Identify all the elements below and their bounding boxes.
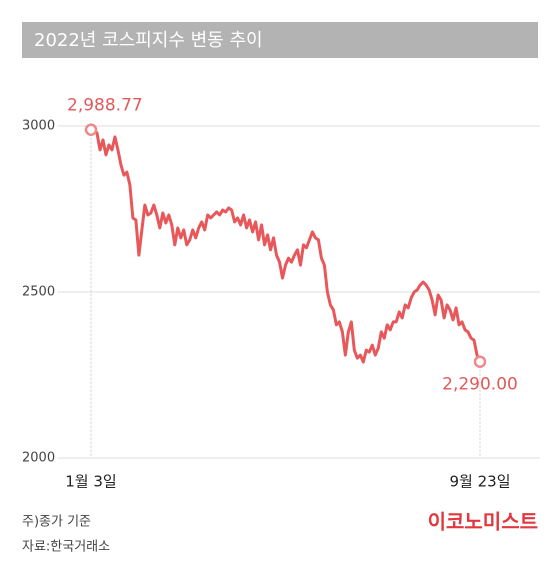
chart-title: 2022년 코스피지수 변동 추이: [34, 30, 263, 51]
y-tick-label: 3000: [22, 119, 55, 134]
title-bar: [22, 22, 538, 58]
footer-note: 주)종가 기준: [22, 515, 91, 530]
value-label: 2,290.00: [442, 375, 518, 395]
y-tick-label: 2500: [22, 285, 55, 300]
line: [90, 128, 482, 364]
footer-source: 자료:한국거래소: [22, 540, 110, 555]
x-tick-label: 9월 23일: [450, 473, 511, 491]
logo: 이코노미스트: [428, 510, 538, 534]
end-marker: [473, 355, 487, 368]
end-marker: [84, 123, 98, 136]
x-tick-label: 1월 3일: [65, 473, 116, 491]
value-label: 2,988.77: [67, 96, 143, 116]
y-tick-label: 2000: [22, 451, 55, 466]
